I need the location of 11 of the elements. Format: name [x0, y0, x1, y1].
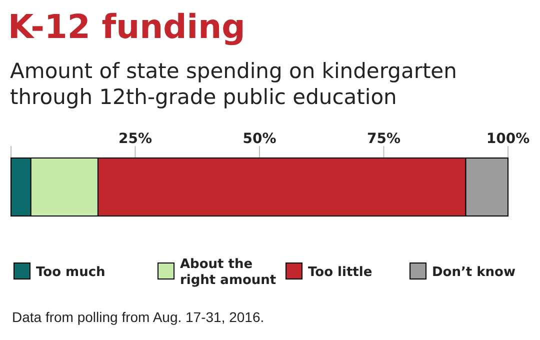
chart-title: K-12 funding	[8, 7, 246, 46]
text: Data from polling from Aug. 17-31, 2016.	[12, 309, 264, 325]
legend-label: Too much	[36, 265, 106, 280]
x-tick-label: 50%	[242, 131, 276, 147]
x-tick-label: 75%	[366, 131, 401, 147]
chart-subtitle: Amount of state spending on kindergarten through 12th-grade public education	[10, 59, 457, 109]
legend-label: About the right amount	[180, 257, 276, 288]
legend-label: Too little	[308, 265, 372, 280]
x-tick-label: 100%	[486, 131, 530, 147]
legend-label: Don’t know	[432, 265, 516, 280]
x-tick-label: 25%	[118, 131, 152, 147]
